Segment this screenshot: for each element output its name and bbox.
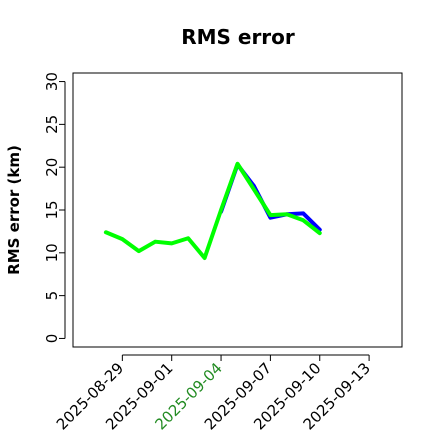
y-tick-label: 0 (43, 334, 61, 344)
plot-area-frame (72, 72, 403, 348)
series-line-2 (103, 161, 322, 260)
x-axis: 2025-08-292025-09-012025-09-042025-09-07… (53, 354, 374, 433)
y-axis-label: RMS error (km) (5, 145, 23, 275)
y-tick-label: 30 (43, 72, 61, 91)
y-axis: 0 5 10 15 20 25 30 (43, 72, 66, 344)
y-tick-label: 10 (43, 243, 61, 262)
y-tick-label: 25 (43, 115, 61, 134)
series-layer (103, 161, 322, 260)
y-tick-label: 15 (43, 200, 61, 219)
y-tick-label: 20 (43, 158, 61, 177)
chart-title: RMS error (181, 25, 295, 49)
y-tick-label: 5 (43, 291, 61, 301)
